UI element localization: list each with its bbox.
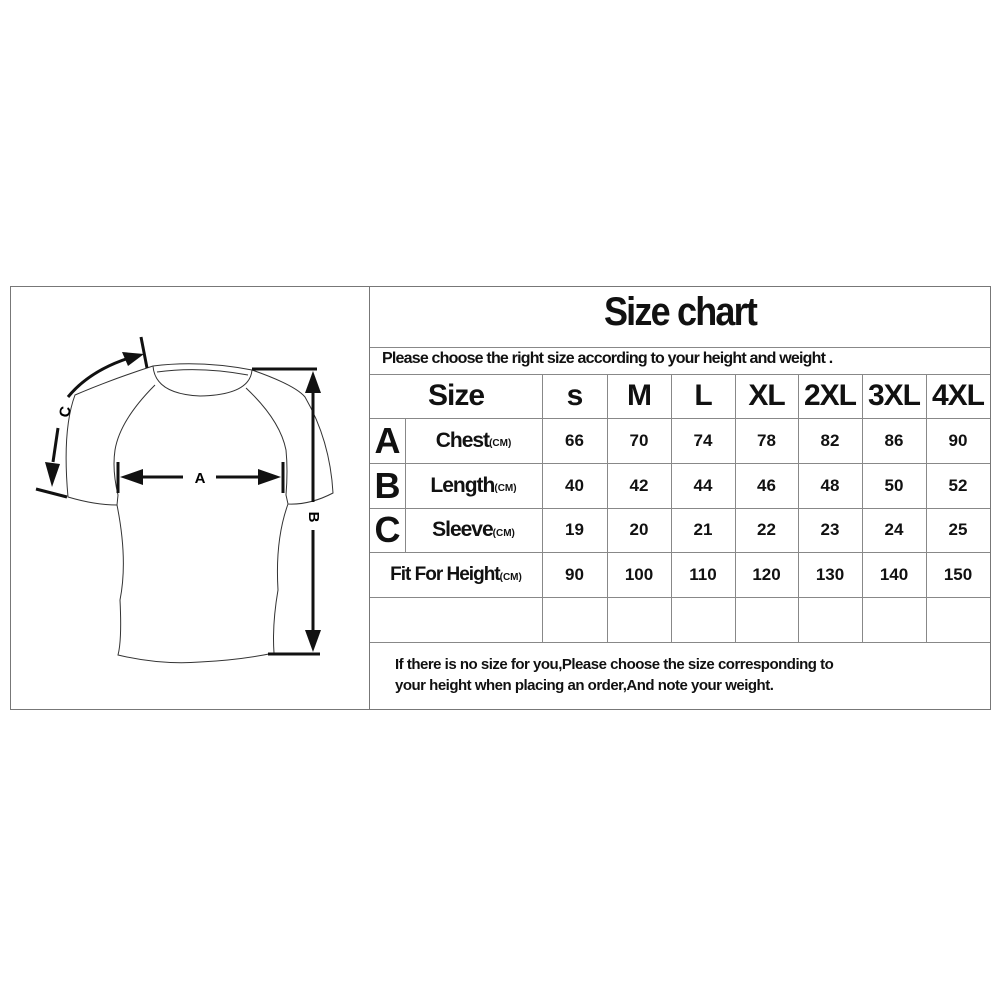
arrow-c-top-icon <box>122 352 144 366</box>
row-unit: (CM) <box>489 438 512 449</box>
label-b: B <box>305 512 322 523</box>
table-cell: 140 <box>879 564 909 584</box>
table-cell: 150 <box>943 564 973 584</box>
table-cell: 22 <box>757 520 776 539</box>
row-unit: (CM) <box>499 572 522 583</box>
table-cell: 24 <box>884 520 904 539</box>
footer-line-1: If there is no size for you,Please choos… <box>395 656 834 673</box>
table-cell: 90 <box>565 564 584 584</box>
table-cell: 44 <box>693 475 713 495</box>
row-label: Chest (CM) <box>405 418 542 463</box>
tshirt-outline <box>65 363 334 664</box>
arrow-up-icon <box>305 371 321 393</box>
row-label-text: Sleeve <box>432 518 494 541</box>
table-cell: 46 <box>757 475 776 495</box>
size-header-0: s <box>566 379 584 412</box>
row-letter: C <box>374 509 401 550</box>
row-label-text: Fit For Height <box>390 563 500 585</box>
row-label: Length (CM) <box>405 463 542 508</box>
size-header-2: L <box>694 379 712 412</box>
table-cell: 42 <box>629 475 649 495</box>
row-label: Sleeve (CM) <box>405 508 542 552</box>
arrow-left-icon <box>120 469 143 485</box>
row-unit: (CM) <box>494 483 517 494</box>
row-label-text: Chest <box>435 428 490 452</box>
table-cell: 70 <box>629 430 649 450</box>
table-cell: 19 <box>565 520 584 539</box>
row-label-text: Length <box>430 473 495 497</box>
label-c: C <box>56 405 75 419</box>
tshirt-diagram: A B C <box>35 336 334 664</box>
table-cell: 25 <box>948 520 968 539</box>
size-header-3: XL <box>748 379 785 412</box>
arrow-down-icon <box>305 630 321 652</box>
table-cell: 130 <box>815 564 845 584</box>
table-cell: 100 <box>624 564 654 584</box>
chart-title: Size chart <box>603 290 758 334</box>
chart-subtitle: Please choose the right size according t… <box>382 350 833 367</box>
size-header-6: 4XL <box>931 379 985 412</box>
table-cell: 40 <box>565 475 584 495</box>
table-cell: 21 <box>693 520 713 539</box>
row-label: Fit For Height (CM) <box>370 552 542 597</box>
size-header-5: 3XL <box>867 379 921 412</box>
measure-arrows <box>35 336 321 656</box>
table-cell: 48 <box>820 475 840 495</box>
size-header-label: Size <box>427 379 485 412</box>
table-cell: 78 <box>757 430 776 450</box>
table-cell: 74 <box>693 430 713 450</box>
panel-divider <box>369 286 370 710</box>
arrow-right-icon <box>258 469 281 485</box>
table-cell: 52 <box>948 475 968 495</box>
row-letter: B <box>374 464 401 506</box>
row-letter: A <box>374 419 401 461</box>
table-cell: 90 <box>948 430 968 450</box>
table-cell: 20 <box>629 520 649 539</box>
footer-line-2: your height when placing an order,And no… <box>395 677 774 694</box>
table-cell: 86 <box>884 430 904 450</box>
table-cell: 120 <box>752 564 781 584</box>
arrow-c-bottom-icon <box>45 462 60 487</box>
footer-note: If there is no size for you,Please choos… <box>395 654 834 696</box>
size-header-1: M <box>627 379 652 412</box>
size-header-4: 2XL <box>803 379 857 412</box>
label-a: A <box>195 470 206 487</box>
table-cell: 23 <box>820 520 840 539</box>
table-cell: 50 <box>884 475 904 495</box>
table-cell: 82 <box>820 430 840 450</box>
row-unit: (CM) <box>492 527 515 539</box>
table-cell: 66 <box>565 430 584 450</box>
table-cell: 110 <box>689 564 717 584</box>
size-chart-frame <box>10 286 991 710</box>
